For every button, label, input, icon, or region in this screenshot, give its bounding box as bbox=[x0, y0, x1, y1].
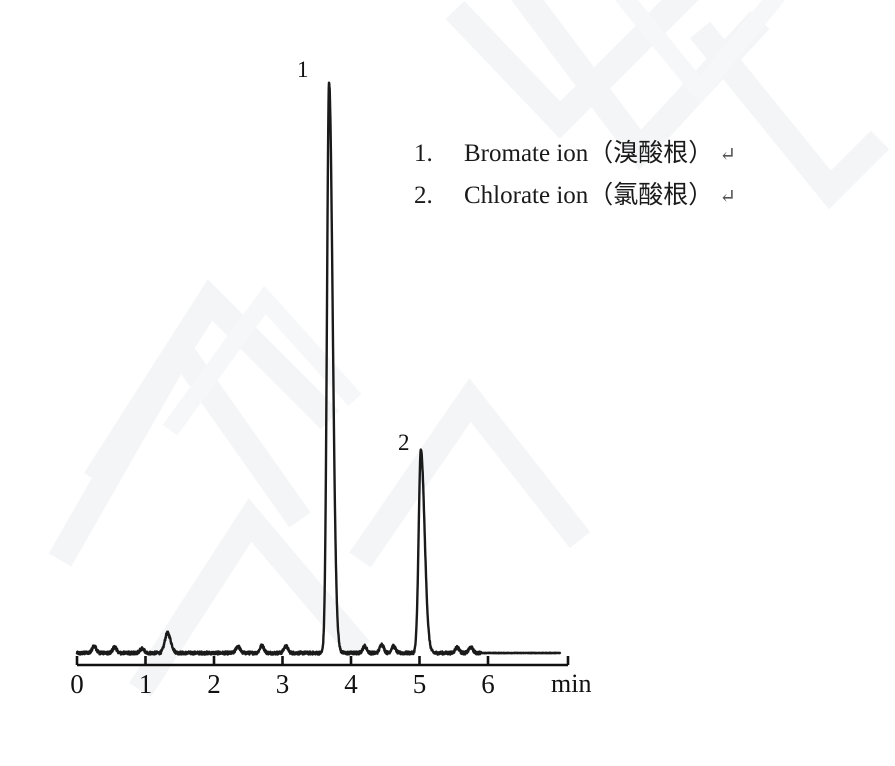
peak-label-2: 2 bbox=[398, 430, 410, 455]
paragraph-mark-icon-1: ↵ bbox=[719, 144, 737, 166]
axis-ticks bbox=[75, 656, 490, 665]
x-axis bbox=[75, 656, 570, 667]
axis-tick-label-4: 4 bbox=[344, 669, 358, 699]
axis-tick-label-0: 0 bbox=[70, 669, 84, 699]
legend-label-2: Chlorate ion（氯酸根） bbox=[464, 182, 714, 209]
paragraph-mark-icon-2: ↵ bbox=[719, 186, 737, 208]
axis-unit-label: min bbox=[551, 669, 592, 698]
axis-tick-label-3: 3 bbox=[275, 669, 290, 699]
legend-label-1: Bromate ion（溴酸根） bbox=[464, 140, 714, 167]
legend-index-2: 2. bbox=[414, 182, 433, 209]
legend-index-1: 1. bbox=[414, 140, 433, 167]
axis-tick-label-5: 5 bbox=[412, 669, 427, 699]
legend-item-1: 1. Bromate ion（溴酸根） ↵ bbox=[414, 133, 736, 175]
peak-legend: 1. Bromate ion（溴酸根） ↵ 2. Chlorate ion（氯酸… bbox=[414, 133, 736, 217]
axis-tick-label-2: 2 bbox=[207, 669, 221, 699]
legend-item-2: 2. Chlorate ion（氯酸根） ↵ bbox=[414, 175, 736, 217]
peak-label-1: 1 bbox=[297, 57, 309, 82]
axis-tick-label-6: 6 bbox=[481, 669, 495, 699]
axis-tick-label-1: 1 bbox=[138, 669, 153, 699]
